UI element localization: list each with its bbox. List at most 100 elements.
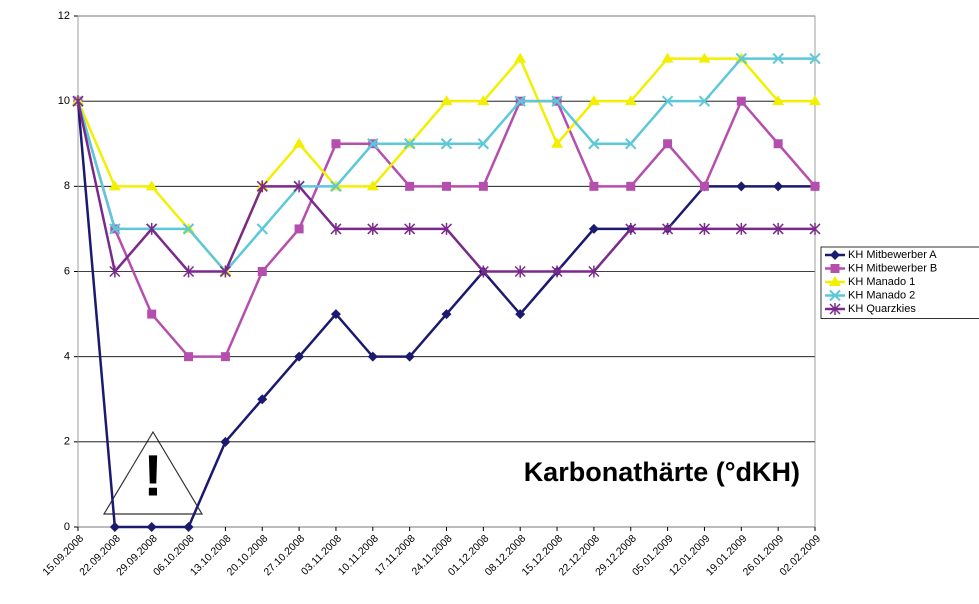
marker bbox=[477, 138, 490, 150]
marker bbox=[772, 222, 784, 235]
marker bbox=[626, 181, 636, 191]
marker bbox=[514, 265, 526, 278]
marker bbox=[294, 224, 304, 234]
legend-label: KH Manado 1 bbox=[848, 276, 915, 288]
marker bbox=[367, 351, 378, 362]
marker bbox=[662, 222, 674, 235]
marker bbox=[440, 222, 453, 235]
marker bbox=[829, 276, 841, 286]
marker bbox=[809, 95, 821, 106]
warning-icon: ! bbox=[102, 430, 204, 515]
marker bbox=[551, 265, 563, 278]
marker bbox=[551, 137, 564, 148]
marker bbox=[367, 222, 379, 235]
legend-label: KH Manado 2 bbox=[848, 289, 915, 301]
svg-text:!: ! bbox=[143, 443, 162, 508]
marker bbox=[220, 352, 230, 362]
marker bbox=[661, 52, 674, 63]
marker bbox=[147, 309, 157, 319]
marker bbox=[698, 222, 710, 235]
marker bbox=[366, 180, 379, 191]
marker bbox=[829, 303, 841, 315]
marker bbox=[145, 180, 158, 191]
marker bbox=[830, 264, 840, 273]
marker bbox=[219, 265, 231, 278]
marker bbox=[735, 52, 748, 65]
marker bbox=[146, 222, 158, 235]
marker bbox=[257, 267, 267, 276]
marker bbox=[404, 222, 416, 235]
marker bbox=[440, 95, 453, 106]
annotation: Karbonathärte (°dKH) bbox=[524, 457, 800, 487]
marker bbox=[182, 223, 195, 235]
series bbox=[72, 95, 821, 278]
legend-label: KH Mitbewerber A bbox=[848, 249, 937, 261]
marker bbox=[588, 223, 599, 234]
marker bbox=[256, 180, 268, 193]
marker bbox=[551, 95, 563, 107]
marker bbox=[736, 96, 746, 106]
marker bbox=[108, 180, 121, 191]
marker bbox=[220, 436, 231, 447]
marker bbox=[830, 250, 840, 260]
marker bbox=[625, 222, 637, 235]
marker bbox=[588, 265, 600, 278]
y-tick-label: 2 bbox=[64, 436, 70, 448]
marker bbox=[736, 181, 747, 192]
marker bbox=[625, 138, 637, 150]
marker bbox=[624, 95, 637, 106]
marker bbox=[72, 95, 84, 108]
marker bbox=[773, 181, 784, 192]
y-tick-label: 12 bbox=[58, 10, 70, 22]
marker bbox=[184, 352, 194, 362]
marker bbox=[405, 181, 415, 191]
marker bbox=[699, 181, 709, 191]
marker bbox=[294, 351, 305, 362]
marker bbox=[478, 181, 488, 191]
marker bbox=[404, 351, 415, 362]
marker bbox=[514, 52, 527, 63]
marker bbox=[330, 309, 341, 320]
marker bbox=[183, 265, 195, 278]
marker bbox=[183, 522, 194, 532]
marker bbox=[109, 223, 121, 235]
y-tick-label: 6 bbox=[64, 265, 70, 277]
marker bbox=[773, 139, 783, 149]
marker bbox=[589, 181, 599, 191]
marker bbox=[514, 95, 526, 107]
y-tick-label: 0 bbox=[64, 521, 70, 533]
y-tick-label: 8 bbox=[64, 180, 70, 192]
marker bbox=[661, 95, 674, 107]
marker bbox=[367, 138, 379, 150]
marker bbox=[330, 180, 342, 193]
marker bbox=[698, 95, 711, 107]
marker bbox=[809, 222, 821, 235]
marker bbox=[293, 137, 306, 148]
marker bbox=[772, 95, 785, 106]
legend-box bbox=[820, 246, 979, 319]
marker bbox=[293, 180, 305, 193]
marker bbox=[257, 394, 268, 405]
marker bbox=[477, 265, 489, 278]
y-tick-label: 4 bbox=[64, 351, 70, 363]
marker bbox=[735, 222, 747, 235]
marker bbox=[587, 95, 600, 106]
marker bbox=[698, 52, 711, 63]
marker bbox=[403, 138, 416, 150]
marker bbox=[442, 181, 451, 191]
legend-label: KH Quarzkies bbox=[848, 303, 916, 315]
marker bbox=[440, 138, 453, 150]
y-tick-label: 10 bbox=[58, 95, 70, 107]
marker bbox=[772, 52, 784, 65]
marker bbox=[810, 181, 820, 191]
marker bbox=[330, 222, 342, 235]
marker bbox=[256, 223, 268, 235]
marker bbox=[109, 265, 121, 278]
marker bbox=[515, 309, 526, 320]
marker bbox=[809, 52, 821, 65]
marker bbox=[829, 289, 841, 302]
marker bbox=[441, 309, 452, 320]
marker bbox=[477, 95, 490, 106]
marker bbox=[109, 522, 120, 532]
